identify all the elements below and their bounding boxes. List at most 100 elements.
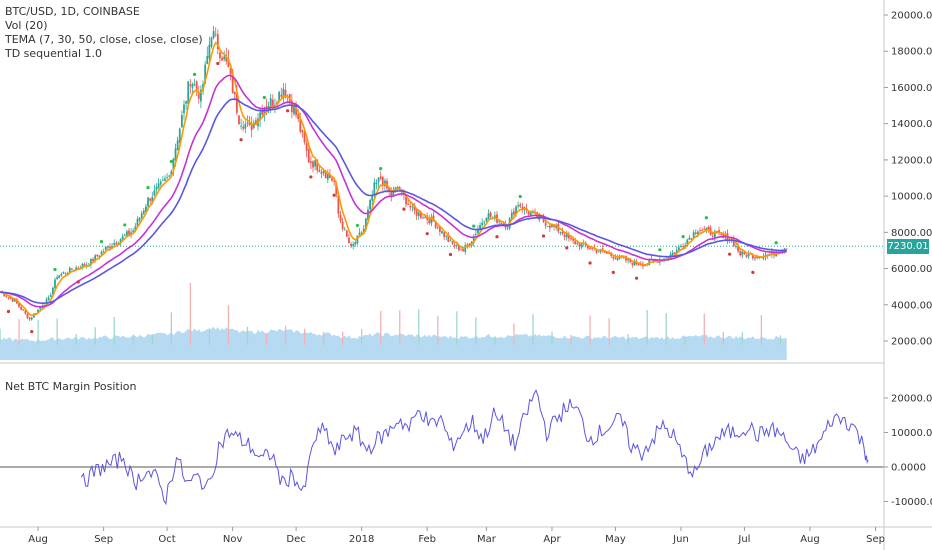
td-marker — [123, 223, 127, 227]
candle-body — [316, 159, 319, 171]
td-marker — [239, 138, 243, 142]
volume-bar — [284, 325, 287, 345]
candle-body — [563, 234, 566, 238]
candle-body — [164, 178, 166, 181]
candle-body — [597, 251, 600, 253]
td-marker — [286, 109, 290, 113]
volume-bar — [627, 333, 629, 345]
candle-body — [451, 241, 454, 244]
candle-body — [705, 227, 708, 231]
candle-body — [589, 247, 591, 249]
candle-body — [166, 177, 168, 178]
legend-symbol[interactable]: BTC/USD, 1D, COINBASE — [5, 5, 140, 18]
candle-body — [94, 255, 97, 261]
candle-body — [200, 89, 202, 102]
candle-body — [180, 115, 183, 128]
candle-body — [785, 248, 788, 250]
candle-body — [312, 161, 314, 168]
candle-body — [178, 128, 181, 143]
legend-td[interactable]: TD sequential 1.0 — [5, 47, 103, 60]
tema-slow-line — [0, 98, 787, 304]
candle-body — [138, 217, 141, 221]
candle-body — [521, 207, 524, 210]
candle-body — [614, 257, 617, 259]
volume-bar — [37, 320, 39, 345]
candle-body — [474, 234, 477, 236]
candle-body — [519, 204, 522, 207]
time-tick-label: Jul — [737, 534, 750, 545]
candle-body — [375, 182, 378, 185]
volume-area — [0, 326, 787, 360]
candle-body — [170, 171, 173, 177]
volume-bar — [513, 323, 515, 345]
candle-body — [756, 256, 759, 259]
candle-body — [686, 239, 689, 246]
candle-body — [472, 236, 475, 243]
candle-body — [335, 182, 338, 195]
tema-series — [0, 41, 787, 317]
volume-bar — [475, 317, 477, 345]
candle-body — [75, 267, 78, 270]
candle-body — [699, 230, 701, 232]
td-marker — [262, 95, 266, 100]
legend-margin[interactable]: Net BTC Margin Position — [5, 380, 137, 393]
candle-body — [513, 211, 515, 215]
volume-bar — [646, 309, 648, 345]
candle-body — [106, 246, 109, 248]
candle-body — [219, 52, 221, 59]
candle-body — [434, 220, 437, 228]
candle-body — [483, 221, 486, 223]
candle-body — [546, 226, 549, 227]
time-tick-label: Aug — [800, 534, 820, 545]
candle-body — [500, 223, 503, 224]
candle-body — [322, 171, 325, 174]
candle-body — [161, 179, 164, 181]
volume-bar — [322, 332, 325, 345]
candle-body — [259, 112, 262, 121]
time-tick-label: Oct — [158, 534, 175, 545]
td-marker — [448, 252, 453, 257]
candle-body — [66, 273, 69, 274]
candle-body — [337, 194, 340, 214]
candle-body — [639, 264, 642, 266]
candle-body — [314, 160, 317, 167]
candle-body — [555, 225, 558, 228]
candle-body — [341, 221, 344, 230]
td-marker — [76, 280, 80, 284]
candle-body — [293, 106, 295, 114]
candle-body — [49, 295, 52, 298]
candle-body — [561, 231, 564, 234]
volume-bar — [741, 332, 744, 345]
candle-body — [405, 194, 407, 205]
td-marker — [53, 267, 57, 272]
volume-bar — [56, 318, 58, 345]
legend-tema[interactable]: TEMA (7, 30, 50, close, close, close) — [5, 33, 203, 46]
candle-body — [157, 183, 160, 188]
candle-body — [121, 236, 124, 240]
candle-body — [212, 31, 215, 38]
legend-vol[interactable]: Vol (20) — [5, 19, 48, 32]
margin-position-series — [80, 389, 869, 506]
candle-body — [324, 171, 327, 178]
candle-body — [149, 198, 152, 201]
candle-body — [7, 297, 10, 299]
candle-body — [54, 279, 56, 289]
candle-body — [233, 91, 236, 95]
candle-body — [329, 174, 331, 179]
td-marker — [146, 185, 150, 190]
candle-body — [185, 101, 188, 104]
candle-body — [168, 175, 171, 177]
candle-body — [677, 247, 680, 251]
candle-body — [570, 238, 572, 240]
volume-bar — [437, 316, 439, 345]
candle-body — [462, 249, 465, 251]
td-marker — [611, 270, 615, 274]
margin-tick-label: 0.0000 — [891, 463, 926, 474]
candle-body — [123, 234, 126, 236]
volume-bar — [494, 336, 496, 345]
candle-body — [345, 230, 348, 237]
volume-bar — [456, 311, 458, 345]
candle-body — [388, 187, 391, 192]
td-marker — [6, 309, 11, 314]
